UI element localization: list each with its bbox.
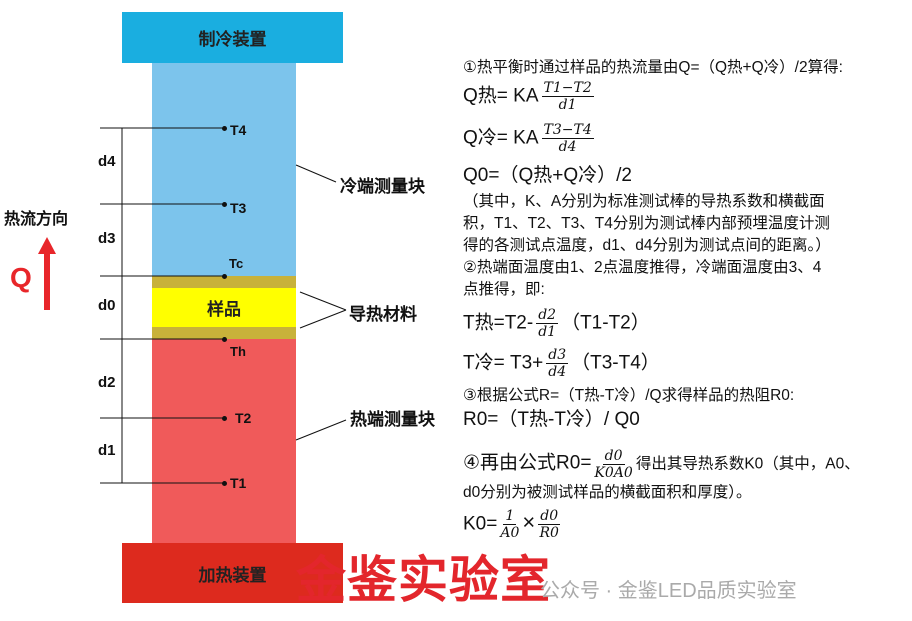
k0-fraction-2: d0 R0 (538, 508, 561, 541)
step4-text-cont: d0分别为被测试样品的横截面积和厚度）。 (463, 484, 752, 501)
step1-text: ①热平衡时通过样品的热流量由Q=（Q热+Q冷）/2算得: (463, 59, 843, 76)
point-t3 (222, 202, 227, 207)
label-t1: T1 (230, 475, 247, 491)
watermark-red: 金鉴实验室 (296, 552, 551, 608)
flow-direction-label: 热流方向 (4, 211, 69, 228)
material-label: 导热材料 (349, 305, 417, 324)
flow-arrow-shaft (44, 252, 50, 310)
step4-text: ④再由公式R0= d0 K0A0 得出其导热系数K0（其中，A0、 (463, 448, 860, 481)
heater-label: 加热装置 (198, 565, 267, 585)
r0-formula: R0=（T热-T冷）/ Q0 (463, 409, 640, 430)
hot-block (152, 339, 296, 543)
point-tc (222, 274, 227, 279)
gold-band-bottom (152, 327, 296, 339)
t-hot-fraction: d2 d1 (536, 307, 559, 340)
t-hot-rhs: （T1-T2） (561, 312, 650, 334)
t-cold-lhs: T冷= T3+ (463, 352, 544, 374)
r0-fraction: d0 K0A0 (594, 448, 632, 481)
t-cold-denominator: d4 (548, 364, 567, 380)
k0-denominator-1: A0 (500, 525, 520, 541)
note-line-1: （其中，K、A分别为标准测试棒的导热系数和横截面 (463, 193, 825, 210)
q-hot-fraction: T1−T2 d1 (541, 80, 594, 113)
point-th (222, 337, 227, 342)
heater-box: 加热装置 (122, 543, 343, 603)
t-hot-denominator: d1 (538, 324, 557, 340)
r0-denominator: K0A0 (594, 465, 633, 481)
step4-post: 得出其导热系数K0（其中，A0、 (635, 455, 860, 473)
label-d0: d0 (98, 297, 116, 314)
label-t4: T4 (230, 122, 247, 138)
label-d4: d4 (98, 153, 116, 170)
r0-numerator: d0 (602, 448, 625, 465)
q-hot-lhs: Q热= KA (463, 85, 539, 107)
cold-block-label: 冷端测量块 (340, 177, 425, 196)
label-d3: d3 (98, 230, 116, 247)
step2-text-cont: 点推得，即: (463, 281, 545, 298)
q-cold-denominator: d4 (558, 139, 577, 155)
q-cold-lhs: Q冷= KA (463, 127, 539, 149)
q-hot-numerator: T1−T2 (541, 80, 594, 97)
q-cold-fraction: T3−T4 d4 (541, 122, 594, 155)
label-th: Th (230, 344, 246, 359)
label-t2: T2 (235, 410, 252, 426)
cold-block (152, 63, 296, 276)
note-line-3: 得的各测试点温度，d1、d4分别为测试点间的距离。） (463, 237, 831, 254)
t-cold-fraction: d3 d4 (546, 347, 569, 380)
note-line-2: 积，T1、T2、T3、T4分别为测试棒内部预埋温度计测 (463, 215, 830, 232)
flow-symbol: Q (10, 262, 32, 293)
cooler-label: 制冷装置 (198, 30, 267, 49)
sample-block: 样品 (152, 288, 296, 327)
step2-text: ②热端面温度由1、2点温度推得，冷端面温度由3、4 (463, 259, 822, 276)
hot-block-label: 热端测量块 (350, 410, 435, 429)
step3-text: ③根据公式R=（T热-T冷）/Q求得样品的热阻R0: (463, 387, 795, 404)
t-cold-formula: T冷= T3+ d3 d4 （T3-T4） (463, 347, 660, 380)
point-t1 (222, 481, 227, 486)
k0-numerator-1: 1 (503, 508, 517, 525)
t-hot-formula: T热=T2- d2 d1 （T1-T2） (463, 307, 650, 340)
q-hot-formula: Q热= KA T1−T2 d1 (463, 80, 597, 113)
t-hot-lhs: T热=T2- (463, 312, 534, 334)
q-hot-denominator: d1 (558, 97, 577, 113)
sample-label: 样品 (207, 300, 241, 319)
label-d2: d2 (98, 374, 116, 391)
label-t3: T3 (230, 200, 247, 216)
watermark-grey: 公众号 · 金鉴LED品质实验室 (540, 580, 797, 602)
q-cold-formula: Q冷= KA T3−T4 d4 (463, 122, 597, 155)
point-t4 (222, 126, 227, 131)
step4-pre: ④再由公式R0= (463, 452, 592, 474)
k0-fraction-1: 1 A0 (500, 508, 519, 541)
k0-lhs: K0= (463, 513, 498, 535)
t-cold-rhs: （T3-T4） (571, 352, 660, 374)
gold-band-top (152, 276, 296, 288)
q0-formula: Q0=（Q热+Q冷）/2 (463, 165, 632, 186)
label-d1: d1 (98, 442, 116, 459)
point-t2 (222, 416, 227, 421)
k0-numerator-2: d0 (538, 508, 561, 525)
t-hot-numerator: d2 (536, 307, 559, 324)
q-cold-numerator: T3−T4 (541, 122, 594, 139)
cooler-box: 制冷装置 (122, 12, 343, 63)
label-tc: Tc (229, 256, 244, 271)
k0-formula: K0= 1 A0 × d0 R0 (463, 508, 563, 541)
multiply-sign: × (522, 509, 536, 535)
flow-arrow-up-icon (38, 237, 56, 254)
t-cold-numerator: d3 (546, 347, 569, 364)
k0-denominator-2: R0 (539, 525, 559, 541)
